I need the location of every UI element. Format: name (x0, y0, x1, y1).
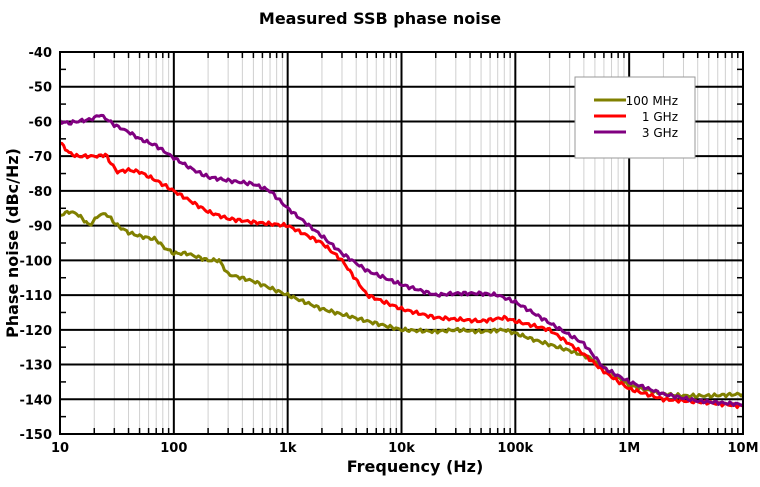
chart-title: Measured SSB phase noise (259, 9, 501, 28)
series-line-1-ghz (59, 141, 744, 409)
y-tick-label: -80 (29, 185, 53, 200)
y-tick-label: -140 (19, 393, 52, 408)
y-tick-label: -120 (19, 324, 52, 339)
major-grid (59, 51, 744, 435)
x-tick-labels: 10 100 1k 10k 100k 1M 10M (51, 441, 759, 456)
y-tick-label: -100 (19, 254, 52, 269)
series-layer (58, 113, 745, 409)
legend-label: 1 GHz (642, 110, 678, 124)
x-tick-label: 10 (51, 441, 69, 456)
y-tick-label: -130 (19, 359, 52, 374)
series-line-100-mhz (59, 209, 745, 399)
series-line-3-ghz (58, 113, 744, 407)
x-tick-label: 10k (388, 441, 415, 456)
x-tick-label: 1k (279, 441, 297, 456)
legend-label: 3 GHz (642, 126, 678, 140)
y-tick-label: -90 (29, 220, 53, 235)
y-tick-label: -60 (29, 115, 53, 130)
y-tick-label: -110 (19, 289, 52, 304)
y-tick-label: -70 (29, 150, 53, 165)
y-tick-label: -40 (29, 46, 53, 61)
y-axis-label: Phase noise (dBc/Hz) (3, 148, 22, 338)
legend-label: 100 MHz (626, 94, 678, 108)
y-tick-label: -50 (29, 81, 53, 96)
axis-ticks (60, 52, 743, 434)
x-axis-label: Frequency (Hz) (347, 457, 484, 476)
x-tick-label: 1M (618, 441, 640, 456)
y-tick-label: -150 (19, 428, 52, 443)
x-tick-label: 10M (727, 441, 758, 456)
x-tick-label: 100 (160, 441, 187, 456)
x-tick-label: 100k (497, 441, 533, 456)
legend: 100 MHz 1 GHz 3 GHz (574, 76, 696, 159)
y-tick-labels: -40 -50 -60 -70 -80 -90 -100 -110 -120 -130 -140 -1… (19, 46, 52, 443)
